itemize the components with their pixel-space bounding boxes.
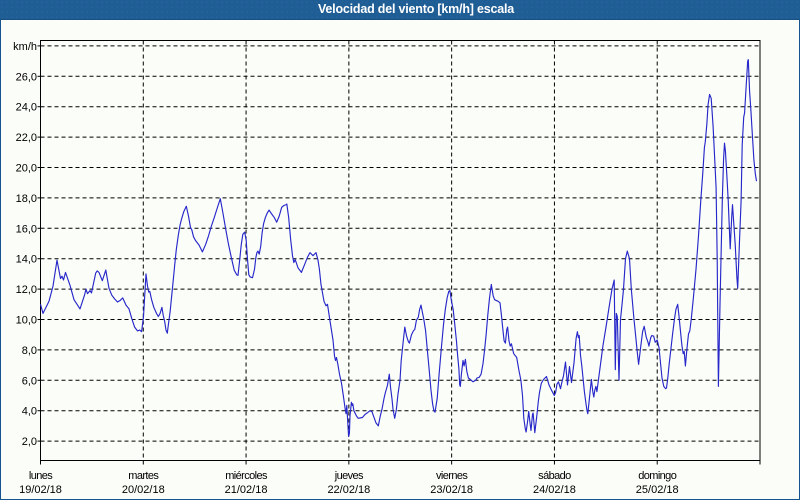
svg-text:20,0: 20,0 — [16, 163, 37, 175]
svg-text:4,0: 4,0 — [22, 406, 37, 418]
svg-text:22,0: 22,0 — [16, 132, 37, 144]
svg-text:19/02/18: 19/02/18 — [19, 484, 62, 496]
svg-text:24/02/18: 24/02/18 — [533, 484, 576, 496]
svg-text:sábado: sábado — [538, 470, 571, 482]
svg-text:lunes: lunes — [29, 470, 53, 482]
svg-text:10,0: 10,0 — [16, 315, 37, 327]
svg-text:domingo: domingo — [638, 470, 676, 482]
svg-text:20/02/18: 20/02/18 — [122, 484, 165, 496]
svg-text:22/02/18: 22/02/18 — [327, 484, 370, 496]
svg-text:miércoles: miércoles — [225, 470, 268, 482]
svg-text:viernes: viernes — [436, 470, 468, 482]
svg-text:8,0: 8,0 — [22, 345, 37, 357]
svg-text:18,0: 18,0 — [16, 193, 37, 205]
svg-text:21/02/18: 21/02/18 — [225, 484, 268, 496]
svg-text:25/02/18: 25/02/18 — [636, 484, 679, 496]
svg-text:24,0: 24,0 — [16, 102, 37, 114]
svg-text:martes: martes — [128, 470, 159, 482]
svg-text:16,0: 16,0 — [16, 223, 37, 235]
svg-text:14,0: 14,0 — [16, 254, 37, 266]
svg-text:12,0: 12,0 — [16, 284, 37, 296]
svg-text:26,0: 26,0 — [16, 71, 37, 83]
svg-text:jueves: jueves — [334, 470, 364, 482]
svg-text:2,0: 2,0 — [22, 436, 37, 448]
svg-text:23/02/18: 23/02/18 — [430, 484, 473, 496]
svg-text:km/h: km/h — [13, 41, 37, 53]
svg-text:6,0: 6,0 — [22, 375, 37, 387]
